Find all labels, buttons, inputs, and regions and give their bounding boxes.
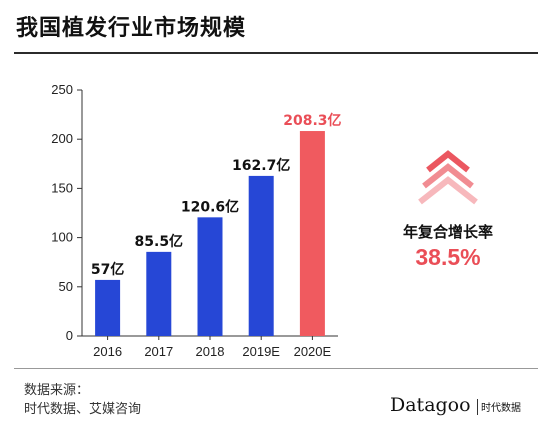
data-label: 162.7亿 <box>232 157 290 174</box>
source-line-label: 数据来源： <box>24 383 90 398</box>
bar <box>146 251 172 336</box>
cagr-icon-wrap <box>388 148 508 218</box>
bars-group <box>95 131 325 336</box>
title-divider <box>14 52 538 54</box>
x-tick-label: 2020E <box>294 344 332 359</box>
y-axis: 0 50 100 150 200 250 <box>51 82 83 343</box>
x-axis: 2016 2017 2018 2019E 2020E <box>82 335 338 359</box>
bar <box>197 217 223 336</box>
brand-logo: Datagoo <box>390 394 471 416</box>
y-tick-label: 50 <box>59 279 73 294</box>
brand-separator <box>477 399 478 415</box>
y-tick-label: 0 <box>66 328 73 343</box>
page-title: 我国植发行业市场规模 <box>16 16 247 41</box>
y-tick-label: 200 <box>51 131 73 146</box>
x-tick-label: 2018 <box>196 344 225 359</box>
y-tick-label: 100 <box>51 230 73 245</box>
cagr-value: 38.5% <box>415 244 481 270</box>
cagr-label: 年复合增长率 <box>402 223 493 241</box>
bar <box>299 131 325 336</box>
data-labels-group: 57亿 85.5亿 120.6亿 162.7亿 208.3亿 <box>91 112 342 278</box>
footer-divider <box>14 368 538 369</box>
bar <box>248 175 274 336</box>
x-tick-label: 2019E <box>242 344 280 359</box>
bar <box>95 279 121 336</box>
data-label: 57亿 <box>91 261 124 278</box>
chevron-up-stack-icon <box>418 150 478 205</box>
brand-subtitle: 时代数据 <box>481 403 521 414</box>
y-tick-label: 150 <box>51 180 73 195</box>
data-label: 85.5亿 <box>135 233 184 250</box>
x-tick-label: 2017 <box>144 344 173 359</box>
source-note: 数据来源： 时代数据、艾媒咨询 <box>24 381 141 419</box>
data-label: 208.3亿 <box>283 112 341 129</box>
y-tick-label: 250 <box>51 82 73 97</box>
data-label: 120.6亿 <box>181 198 239 215</box>
source-line-names: 时代数据、艾媒咨询 <box>24 402 142 417</box>
x-tick-label: 2016 <box>93 344 122 359</box>
